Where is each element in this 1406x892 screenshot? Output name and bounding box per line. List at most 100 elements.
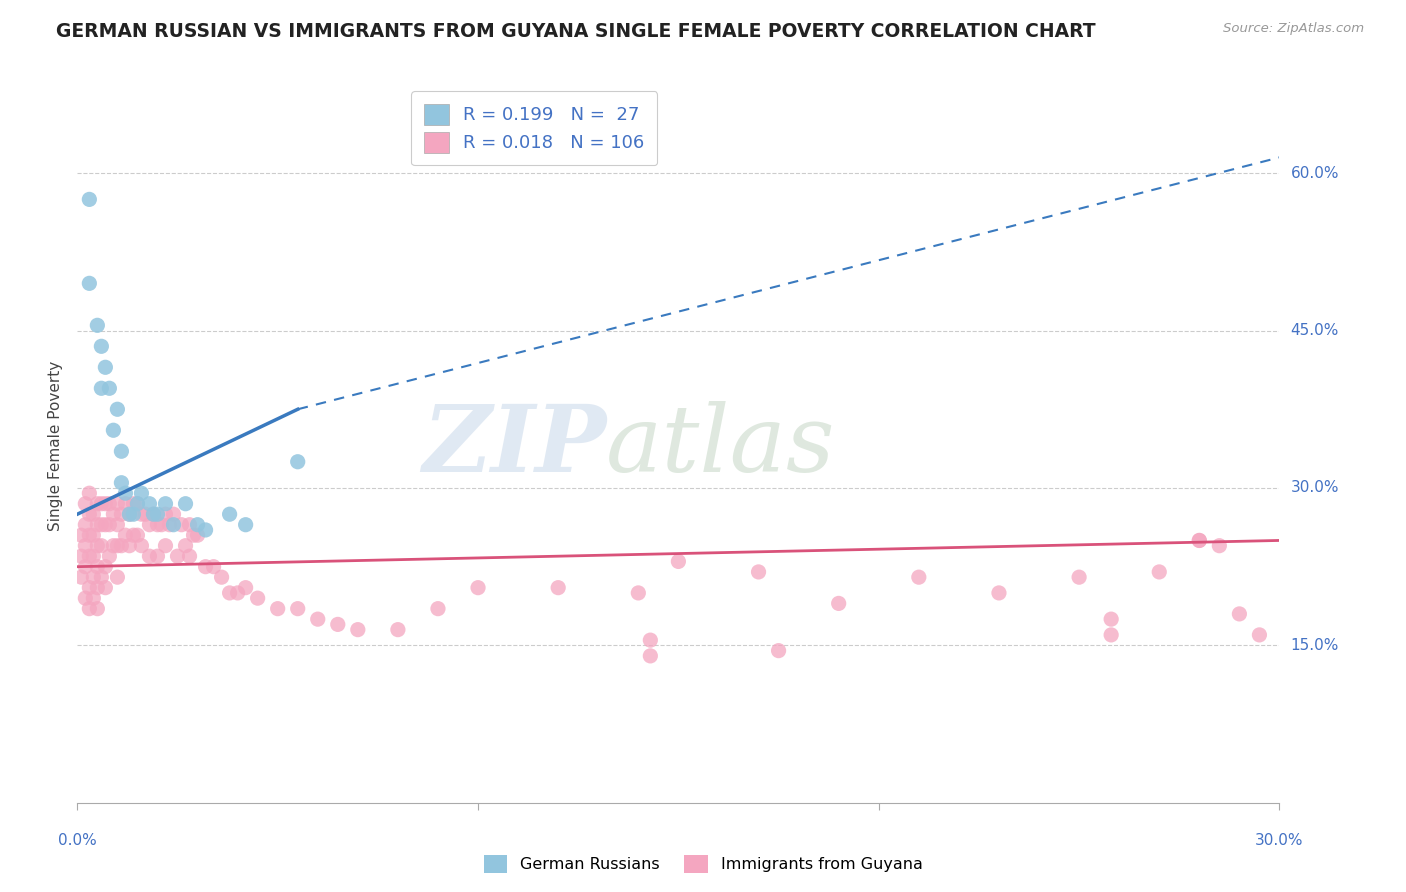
- Point: [211, 570, 233, 584]
- Point: [202, 559, 225, 574]
- Point: [122, 528, 145, 542]
- Legend: R = 0.199   N =  27, R = 0.018   N = 106: R = 0.199 N = 27, R = 0.018 N = 106: [411, 91, 657, 165]
- Point: [114, 497, 136, 511]
- Point: [547, 581, 569, 595]
- Point: [194, 523, 217, 537]
- Point: [103, 423, 125, 437]
- Point: [127, 528, 149, 542]
- Point: [235, 517, 257, 532]
- Point: [640, 648, 662, 663]
- Point: [98, 381, 121, 395]
- Point: [107, 402, 129, 417]
- Point: [748, 565, 770, 579]
- Point: [155, 497, 177, 511]
- Point: [194, 559, 217, 574]
- Point: [427, 601, 450, 615]
- Point: [79, 581, 101, 595]
- Point: [107, 570, 129, 584]
- Point: [86, 517, 108, 532]
- Point: [79, 507, 101, 521]
- Point: [75, 591, 97, 606]
- Point: [122, 497, 145, 511]
- Point: [107, 539, 129, 553]
- Text: 0.0%: 0.0%: [58, 833, 97, 848]
- Point: [98, 517, 121, 532]
- Point: [1208, 539, 1230, 553]
- Text: GERMAN RUSSIAN VS IMMIGRANTS FROM GUYANA SINGLE FEMALE POVERTY CORRELATION CHART: GERMAN RUSSIAN VS IMMIGRANTS FROM GUYANA…: [56, 22, 1095, 41]
- Point: [114, 528, 136, 542]
- Point: [226, 586, 249, 600]
- Point: [179, 549, 201, 564]
- Point: [131, 486, 153, 500]
- Point: [90, 517, 112, 532]
- Point: [86, 497, 108, 511]
- Point: [1069, 570, 1091, 584]
- Point: [70, 528, 93, 542]
- Point: [79, 549, 101, 564]
- Point: [138, 549, 160, 564]
- Legend: German Russians, Immigrants from Guyana: German Russians, Immigrants from Guyana: [477, 848, 929, 880]
- Text: 30.0%: 30.0%: [1291, 481, 1339, 495]
- Point: [1149, 565, 1171, 579]
- Point: [127, 497, 149, 511]
- Point: [150, 517, 173, 532]
- Point: [90, 381, 112, 395]
- Point: [110, 539, 132, 553]
- Point: [170, 517, 193, 532]
- Point: [186, 528, 209, 542]
- Point: [70, 570, 93, 584]
- Point: [86, 539, 108, 553]
- Point: [86, 601, 108, 615]
- Point: [82, 528, 104, 542]
- Point: [79, 486, 101, 500]
- Point: [114, 486, 136, 500]
- Point: [94, 497, 117, 511]
- Point: [326, 617, 349, 632]
- Point: [90, 497, 112, 511]
- Point: [79, 277, 101, 291]
- Point: [640, 633, 662, 648]
- Point: [146, 549, 169, 564]
- Text: 15.0%: 15.0%: [1291, 638, 1339, 653]
- Point: [98, 549, 121, 564]
- Point: [988, 586, 1011, 600]
- Point: [347, 623, 370, 637]
- Point: [246, 591, 269, 606]
- Point: [103, 539, 125, 553]
- Point: [162, 507, 184, 521]
- Point: [218, 507, 240, 521]
- Point: [90, 339, 112, 353]
- Point: [107, 497, 129, 511]
- Point: [307, 612, 329, 626]
- Point: [174, 539, 197, 553]
- Point: [94, 581, 117, 595]
- Point: [79, 193, 101, 207]
- Point: [186, 517, 209, 532]
- Point: [98, 497, 121, 511]
- Point: [75, 517, 97, 532]
- Point: [127, 497, 149, 511]
- Point: [768, 643, 790, 657]
- Point: [82, 570, 104, 584]
- Point: [75, 497, 97, 511]
- Text: 60.0%: 60.0%: [1291, 166, 1339, 181]
- Point: [86, 581, 108, 595]
- Point: [75, 559, 97, 574]
- Point: [94, 360, 117, 375]
- Point: [118, 507, 141, 521]
- Point: [82, 549, 104, 564]
- Point: [131, 539, 153, 553]
- Point: [467, 581, 489, 595]
- Point: [908, 570, 931, 584]
- Point: [86, 559, 108, 574]
- Text: 30.0%: 30.0%: [1256, 833, 1303, 848]
- Point: [110, 444, 132, 458]
- Point: [142, 507, 165, 521]
- Text: atlas: atlas: [606, 401, 835, 491]
- Point: [86, 318, 108, 333]
- Point: [134, 507, 156, 521]
- Point: [235, 581, 257, 595]
- Point: [90, 539, 112, 553]
- Point: [131, 507, 153, 521]
- Point: [142, 507, 165, 521]
